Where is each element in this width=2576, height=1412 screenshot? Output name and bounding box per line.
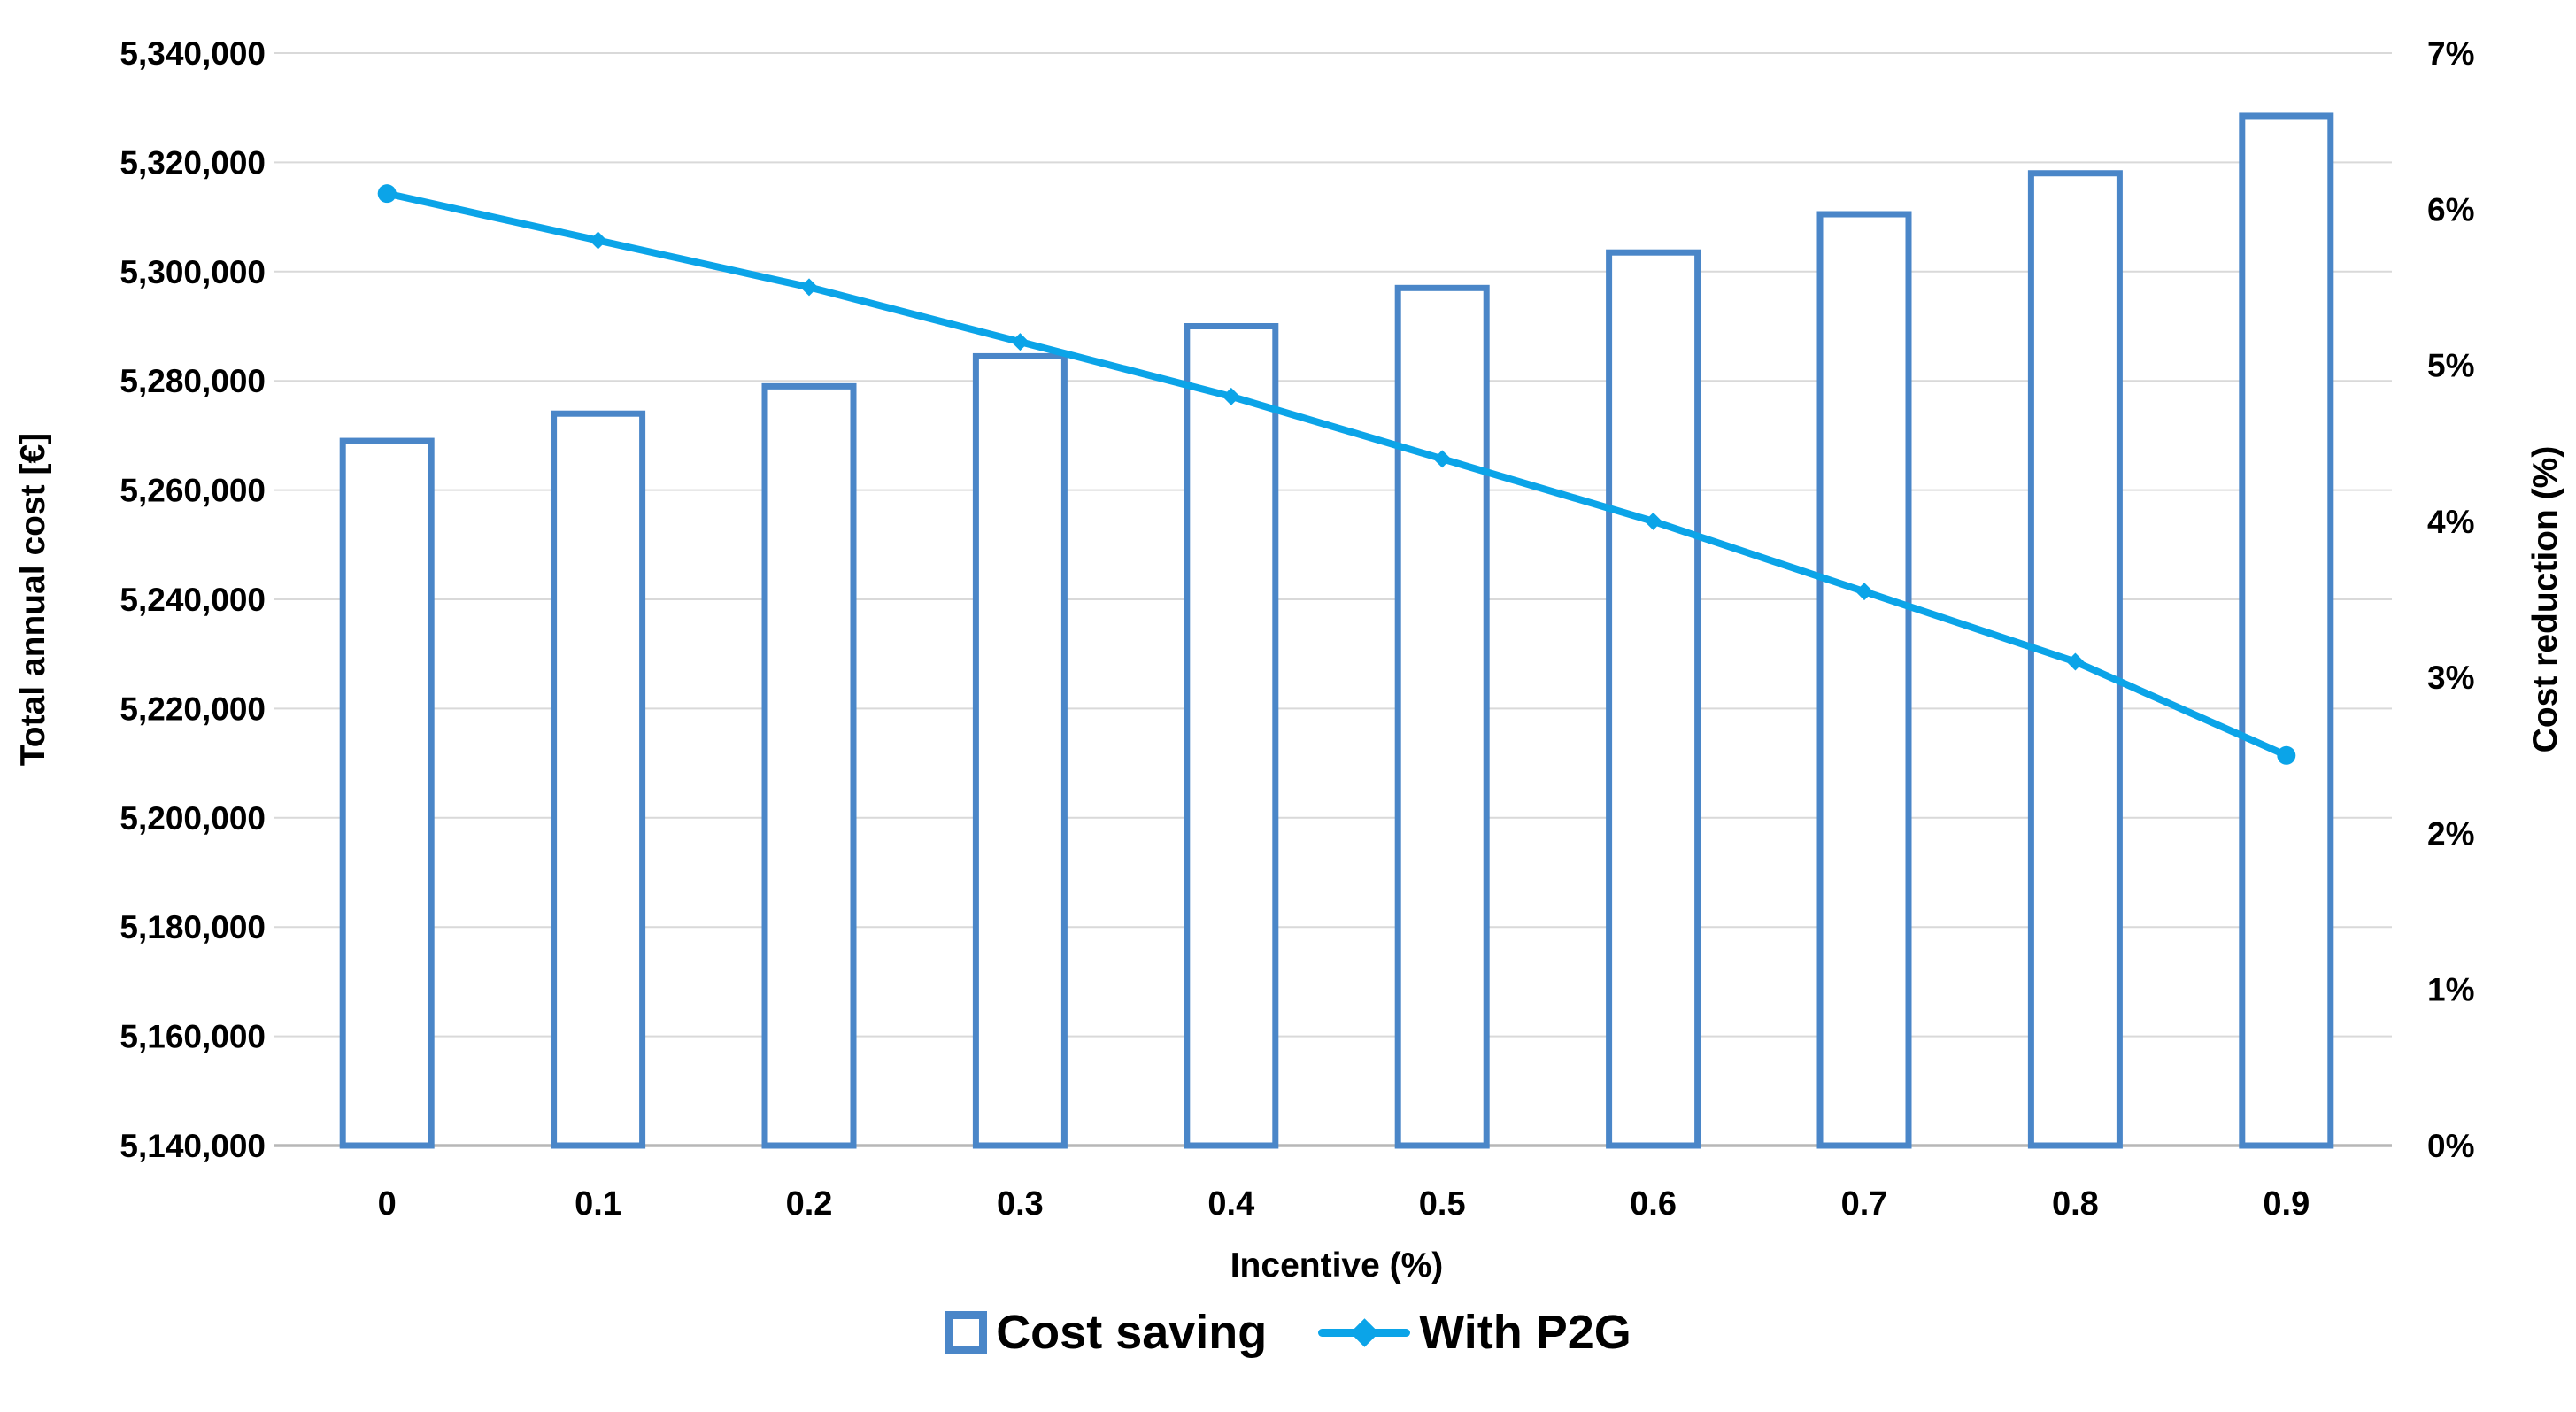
x-axis-tick-label: 0.2 <box>786 1185 833 1223</box>
legend-item-with-p2g: With P2G <box>1318 1308 1631 1356</box>
x-axis-tick-label: 0.1 <box>575 1185 621 1223</box>
left-axis-tick-label: 5,180,000 <box>120 909 266 945</box>
left-axis-tick-label: 5,260,000 <box>120 473 266 509</box>
x-axis-tick-label: 0.5 <box>1419 1185 1466 1223</box>
left-axis-tick-label: 5,160,000 <box>120 1019 266 1055</box>
right-axis-tick-label: 0% <box>2427 1128 2474 1164</box>
line-marker-diamond-icon <box>1855 583 1873 601</box>
bar-cost-saving <box>761 382 857 1149</box>
left-axis-tick-label: 5,200,000 <box>120 800 266 837</box>
legend-label-with-p2g: With P2G <box>1419 1306 1631 1359</box>
line-marker-diamond-icon <box>1433 450 1452 468</box>
line-marker-circle-icon <box>2277 745 2296 765</box>
with-p2g-swatch-icon <box>1318 1311 1411 1354</box>
left-axis-tick-label: 5,140,000 <box>120 1128 266 1164</box>
right-axis-tick-label: 3% <box>2427 660 2474 696</box>
right-axis-tick-label: 6% <box>2427 191 2474 228</box>
bar-cost-saving <box>2239 112 2334 1149</box>
x-axis-title: Incentive (%) <box>1230 1246 1444 1285</box>
line-marker-diamond-icon <box>800 278 818 297</box>
x-axis-tick-label: 0.3 <box>997 1185 1044 1223</box>
line-marker-diamond-icon <box>589 231 607 250</box>
x-axis-tick-label: 0.9 <box>2263 1185 2310 1223</box>
right-axis-tick-label: 7% <box>2427 35 2474 72</box>
left-axis-tick-label: 5,240,000 <box>120 582 266 618</box>
cost-saving-swatch-icon <box>945 1311 988 1354</box>
right-axis-tick-label: 5% <box>2427 348 2474 384</box>
right-axis-title: Cost reduction (%) <box>2526 446 2564 753</box>
left-axis-tick-label: 5,280,000 <box>120 363 266 399</box>
bar-cost-saving <box>1394 284 1490 1149</box>
line-marker-diamond-icon <box>1644 512 1662 530</box>
left-axis-tick-label: 5,320,000 <box>120 144 266 181</box>
right-axis-tick-label: 2% <box>2427 815 2474 852</box>
legend: Cost saving With P2G <box>0 1308 2576 1356</box>
line-with-p2g <box>383 189 2290 760</box>
bar-cost-saving <box>339 437 435 1149</box>
line-marker-circle-icon <box>377 184 397 204</box>
left-axis-tick-label: 5,220,000 <box>120 691 266 727</box>
x-axis-tick-label: 0.8 <box>2052 1185 2099 1223</box>
x-axis-tick-label: 0.7 <box>1841 1185 1888 1223</box>
bar-cost-saving <box>1184 323 1279 1149</box>
bar-cost-saving <box>551 410 646 1149</box>
bar-cost-saving <box>972 352 1068 1149</box>
right-axis-tick-label: 1% <box>2427 972 2474 1008</box>
x-axis-tick-label: 0 <box>378 1185 397 1223</box>
line-marker-diamond-icon <box>1222 387 1240 405</box>
x-axis-tick-label: 0.6 <box>1630 1185 1677 1223</box>
left-axis-title: Total annual cost [€] <box>14 433 52 766</box>
bar-cost-saving <box>1606 249 1701 1149</box>
line-marker-diamond-icon <box>1011 333 1030 351</box>
line-marker-diamond-icon <box>2066 652 2085 671</box>
left-axis-tick-label: 5,340,000 <box>120 35 266 72</box>
legend-item-cost-saving: Cost saving <box>945 1308 1267 1356</box>
with-p2g-diamond-marker-icon <box>1350 1318 1380 1347</box>
right-axis-tick-label: 4% <box>2427 504 2474 540</box>
x-axis-tick-label: 0.4 <box>1207 1185 1254 1223</box>
bar-cost-saving <box>1816 211 1912 1149</box>
left-axis-tick-label: 5,300,000 <box>120 254 266 290</box>
legend-label-cost-saving: Cost saving <box>996 1306 1268 1359</box>
